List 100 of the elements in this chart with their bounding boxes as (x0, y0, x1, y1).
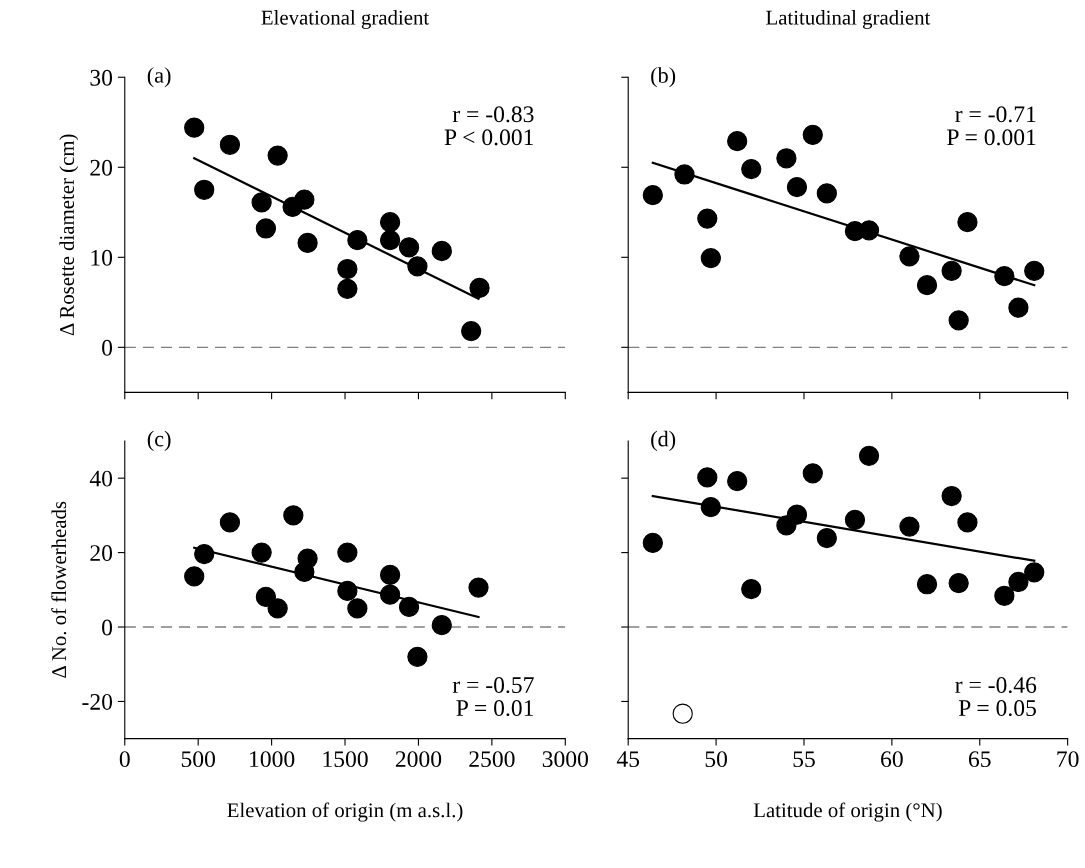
chart-title: Elevational gradient (261, 10, 430, 29)
x-tick-label: 50 (705, 751, 728, 768)
annotation: (a) (147, 67, 171, 88)
point (741, 158, 762, 180)
point (697, 467, 718, 488)
point (255, 218, 277, 239)
point (899, 516, 920, 537)
point (431, 240, 452, 262)
y-tick-label: -20 (82, 693, 113, 710)
point (219, 512, 241, 533)
point (184, 566, 205, 587)
annotation: (b) (651, 67, 676, 88)
point (294, 189, 315, 210)
point (816, 183, 837, 204)
point (994, 266, 1015, 287)
point (916, 574, 938, 595)
point (219, 134, 241, 155)
y-tick-label: 10 (91, 249, 113, 266)
point (816, 527, 837, 549)
y-tick-label: 20 (90, 545, 113, 562)
x-tick-label: 70 (1057, 751, 1079, 768)
point (1008, 571, 1029, 593)
y-tick-label: 0 (102, 339, 113, 356)
x-tick-label: 1000 (250, 751, 295, 768)
point (337, 542, 358, 563)
y-axis-title: Δ No. of flowerheads (51, 501, 67, 678)
point (379, 584, 401, 605)
point (398, 596, 420, 618)
point (786, 176, 808, 198)
point (948, 572, 969, 594)
point (700, 497, 721, 518)
point (700, 248, 721, 269)
x-axis-title: Latitude of origin (°N) (753, 802, 942, 822)
point (297, 548, 318, 569)
chart-title: Latitudinal gradient (766, 10, 931, 29)
point (994, 585, 1015, 606)
point (379, 212, 401, 233)
point (251, 192, 272, 213)
point (674, 164, 695, 185)
point (858, 220, 880, 241)
point (858, 445, 880, 466)
y-tick-label: 40 (89, 470, 113, 487)
annotation: r = -0.57 P = 0.01 (452, 677, 534, 717)
point (267, 145, 288, 166)
annotation: r = -0.71 P = 0.001 (947, 106, 1036, 146)
y-tick-label: 30 (90, 69, 113, 86)
point (941, 260, 962, 281)
point (802, 463, 823, 484)
point (267, 598, 288, 619)
point (844, 509, 866, 530)
point (379, 230, 401, 251)
point (727, 471, 748, 492)
point (194, 179, 215, 200)
x-tick-label: 65 (968, 751, 991, 768)
point (697, 208, 718, 229)
point (251, 542, 272, 563)
point (1024, 260, 1045, 281)
annotation: r = -0.46 P = 0.05 (955, 677, 1037, 717)
point (957, 212, 978, 233)
point (786, 504, 808, 525)
point (469, 277, 490, 299)
point (957, 512, 978, 533)
point (461, 320, 482, 342)
point (948, 310, 969, 331)
y-tick-label: 20 (90, 159, 113, 176)
x-tick-label: 3000 (542, 751, 588, 768)
point (642, 185, 663, 206)
x-tick-label: 55 (793, 751, 815, 768)
point (337, 278, 358, 299)
annotation: r = -0.83 P < 0.001 (444, 106, 534, 146)
point (741, 578, 762, 600)
x-tick-label: 2000 (395, 751, 442, 768)
x-tick-label: 1500 (323, 751, 368, 768)
x-tick-label: 500 (181, 751, 215, 768)
point (1024, 562, 1045, 583)
x-axis-title: Elevation of origin (m a.s.l.) (227, 802, 463, 822)
y-tick-label: 0 (102, 619, 113, 636)
y-axis-title: Δ Rosette diameter (cm) (59, 134, 79, 336)
point (468, 577, 489, 598)
x-tick-label: 0 (119, 751, 130, 768)
point (407, 646, 428, 667)
point (347, 598, 368, 619)
point (916, 275, 938, 296)
annotation: (d) (651, 430, 676, 452)
x-tick-label: 45 (616, 751, 640, 768)
point (337, 258, 358, 280)
point (255, 586, 277, 608)
point (672, 703, 693, 724)
point (431, 615, 452, 636)
point (379, 564, 401, 586)
point (194, 543, 215, 565)
point (1008, 297, 1029, 318)
point (297, 232, 318, 254)
point (941, 485, 962, 507)
point (184, 117, 205, 138)
point (337, 580, 358, 602)
point (642, 532, 663, 554)
point (727, 131, 748, 152)
point (776, 148, 797, 169)
point (398, 237, 420, 258)
